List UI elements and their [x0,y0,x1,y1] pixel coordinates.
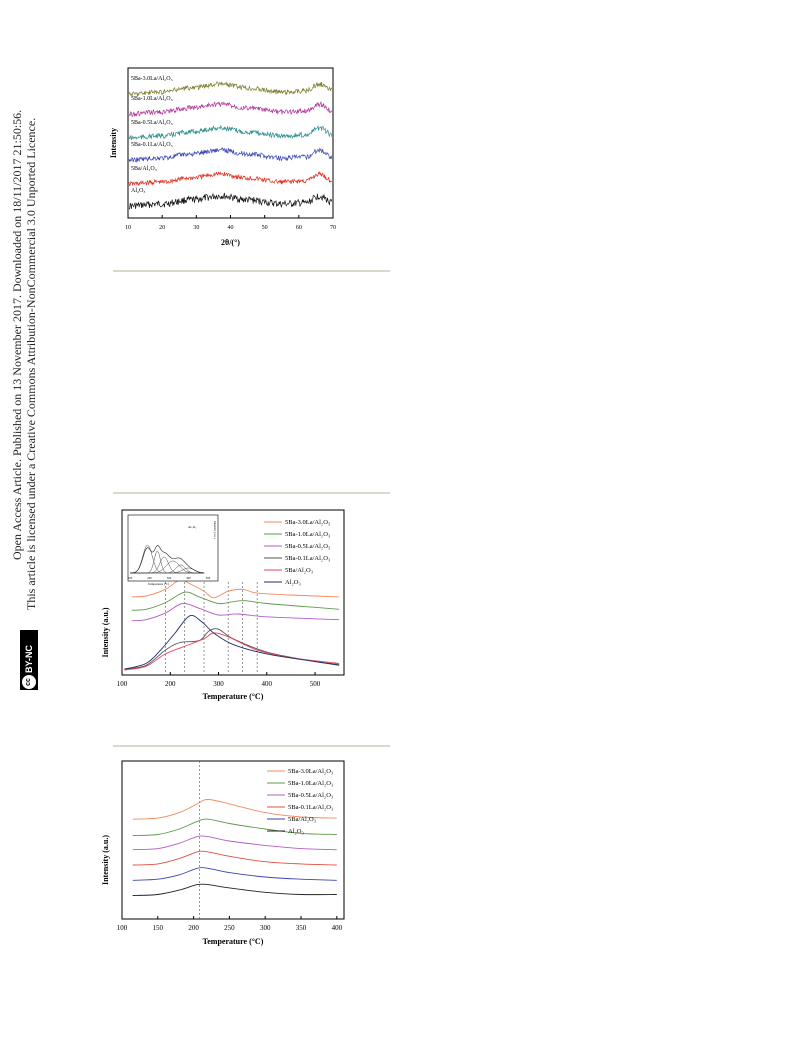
cc-license-badge[interactable]: cc BY-NC [20,630,38,690]
inset-tick-label: 200 [147,576,152,580]
series-label: 5Ba-1.0La/Al₂O₃ [131,96,173,102]
series-line [128,147,333,163]
desorption-chart: 100 150 200 250 300 350 400 Temperature (°C) Int… [101,760,345,946]
inset-frame [127,514,219,582]
legend-entry: Al₂O₃ [288,828,304,835]
cc-badge-label: BY-NC [24,644,34,673]
inset-tick-label: 100 [128,576,133,580]
x-axis-label: 2θ/(°) [221,238,240,247]
x-tick-label: 300 [213,680,224,688]
legend-entry: 5Ba-3.0La/Al₂O₃ [288,768,333,775]
y-axis-label: Intensity (a.u.) [101,607,110,657]
inset-y-label: Intensity (a.u.) [213,521,217,539]
x-tick-label: 150 [153,924,164,932]
series-line [128,171,332,187]
section-divider [113,745,390,747]
x-tick-label: 400 [332,924,343,932]
x-tick-label: 100 [117,680,128,688]
series-line [128,192,333,210]
license-line: This article is licensed under a Creativ… [24,117,38,610]
legend-entry: 5Ba-0.5La/Al₂O₃ [288,792,333,799]
x-tick-label: 200 [188,924,199,932]
legend-entry: Al₂O₃ [285,579,301,586]
series-label: 5Ba-0.5La/Al₂O₃ [131,120,173,126]
series-line [132,799,337,820]
series-line [132,867,337,881]
section-divider [113,270,390,272]
x-tick-label: 10 [125,225,131,231]
x-axis-label: Temperature (°C) [203,937,264,946]
x-tick-label: 30 [193,225,199,231]
legend-entry: 5Ba-3.0La/Al₂O₃ [285,519,330,526]
inset-chart: 100 200 300 400 500 Al₂O₃ Temperature (°C) Inte… [127,514,219,586]
inset-envelope [130,545,205,574]
inset-label: Al₂O₃ [188,525,197,529]
y-axis-label: Intensity (a.u.) [101,835,110,885]
xrd-chart: 10 20 30 40 50 60 70 2θ/(°) Intensity Al₂O₃ 5Ba/Al… [109,67,336,247]
x-tick-label: 500 [310,680,321,688]
series-line [132,883,337,896]
plot-frame [121,760,345,920]
series-line [124,615,340,670]
series-line [131,591,340,611]
inset-tick-label: 400 [186,576,191,580]
series-line [128,81,333,98]
x-tick-label: 250 [224,924,235,932]
section-divider [113,492,390,494]
x-tick-label: 100 [117,924,128,932]
x-tick-label: 20 [159,225,165,231]
x-tick-label: 60 [296,225,302,231]
legend-entry: 5Ba-1.0La/Al₂O₃ [288,780,333,787]
x-tick-label: 300 [260,924,271,932]
y-axis-label: Intensity [109,128,118,158]
series-line [131,602,340,622]
legend-entry: 5Ba-0.5La/Al₂O₃ [285,543,330,550]
series-line [124,628,340,670]
tpr-chart: 100 200 300 400 500 Temperature (°C) Intensity… [101,509,345,701]
publication-line: Open Access Article. Published on 13 Nov… [10,109,24,560]
inset-tick-label: 300 [167,576,172,580]
inset-tick-label: 500 [206,576,211,580]
series-line [128,124,333,141]
legend-entry: 5Ba/Al₂O₃ [285,567,313,574]
series-line [124,632,340,671]
cc-icon: cc [22,675,36,689]
series-label: Al₂O₃ [131,188,146,194]
x-tick-label: 350 [296,924,307,932]
inset-x-label: Temperature (°C) [148,582,169,586]
x-tick-label: 40 [228,225,234,231]
series-line [128,101,333,118]
legend-entry: 5Ba/Al₂O₃ [288,816,316,823]
series-label: 5Ba-0.1La/Al₂O₃ [131,142,173,148]
plot-frame [121,509,345,676]
series-label: 5Ba/Al₂O₃ [131,166,157,172]
x-axis-label: Temperature (°C) [203,692,264,701]
x-tick-label: 50 [262,225,268,231]
legend-entry: 5Ba-1.0La/Al₂O₃ [285,531,330,538]
legend-entry: 5Ba-0.1La/Al₂O₃ [288,804,333,811]
x-tick-label: 70 [330,225,336,231]
series-line [132,835,337,851]
series-line [132,818,337,836]
series-line [132,850,337,866]
series-label: 5Ba-3.0La/Al₂O₃ [131,76,173,82]
x-tick-label: 200 [165,680,176,688]
series-line [131,579,340,599]
legend-entry: 5Ba-0.1La/Al₂O₃ [285,555,330,562]
x-tick-label: 400 [262,680,273,688]
